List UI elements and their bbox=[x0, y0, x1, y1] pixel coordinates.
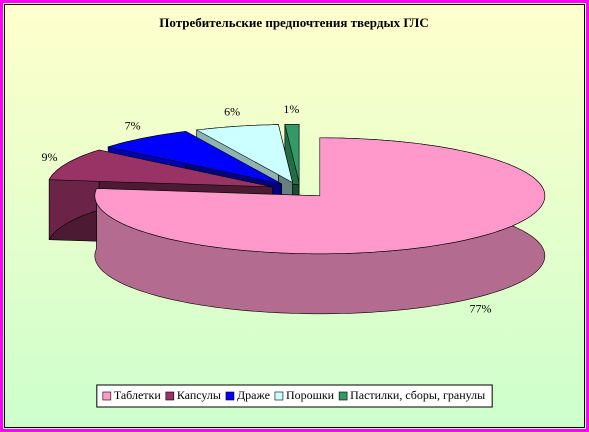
legend-label: Порошки bbox=[286, 388, 335, 402]
legend-swatch bbox=[338, 391, 348, 401]
legend-swatch bbox=[165, 391, 175, 401]
slice bbox=[94, 137, 546, 315]
legend-label: Пастилки, сборы, гранулы bbox=[350, 388, 485, 402]
legend-label: Капсулы bbox=[177, 388, 221, 402]
legend: Таблетки Капсулы Драже Порошки Пастилки, сбо… bbox=[96, 384, 493, 408]
legend-swatch bbox=[102, 391, 112, 401]
slice-top bbox=[94, 137, 546, 255]
slice-top bbox=[48, 149, 273, 188]
legend-swatch bbox=[225, 391, 235, 401]
legend-label: Драже bbox=[237, 388, 270, 402]
data-label: 77% bbox=[470, 302, 492, 316]
legend-label: Таблетки bbox=[114, 388, 162, 402]
slice-top bbox=[284, 124, 300, 183]
chart-title: Потребительские предпочтения твердых ГЛС bbox=[159, 15, 428, 30]
data-label: 7% bbox=[125, 119, 141, 133]
data-label: 6% bbox=[224, 105, 240, 119]
slice-top bbox=[107, 131, 282, 185]
data-label: 1% bbox=[283, 102, 299, 116]
slice-top bbox=[195, 124, 293, 184]
legend-box bbox=[96, 384, 493, 408]
legend-swatch bbox=[274, 391, 284, 401]
data-label: 9% bbox=[41, 150, 57, 164]
pie: 77% 9% 7% 6% 1% bbox=[41, 102, 546, 316]
chart-frame bbox=[4, 4, 585, 428]
